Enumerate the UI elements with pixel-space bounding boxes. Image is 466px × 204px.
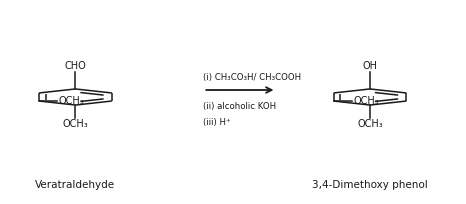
Text: OCH₃: OCH₃	[59, 96, 84, 106]
Text: CHO: CHO	[65, 61, 86, 71]
Text: Veratraldehyde: Veratraldehyde	[35, 180, 116, 190]
Text: (ii) alcoholic KOH: (ii) alcoholic KOH	[203, 102, 276, 111]
Text: OCH₃: OCH₃	[353, 96, 379, 106]
Text: (i) CH₃CO₃H/ CH₃COOH: (i) CH₃CO₃H/ CH₃COOH	[203, 73, 302, 82]
Text: 3,4-Dimethoxy phenol: 3,4-Dimethoxy phenol	[312, 180, 428, 190]
Text: (iii) H⁺: (iii) H⁺	[203, 118, 231, 127]
Text: OCH₃: OCH₃	[357, 120, 383, 130]
Text: OH: OH	[363, 61, 377, 71]
Text: OCH₃: OCH₃	[62, 120, 89, 130]
